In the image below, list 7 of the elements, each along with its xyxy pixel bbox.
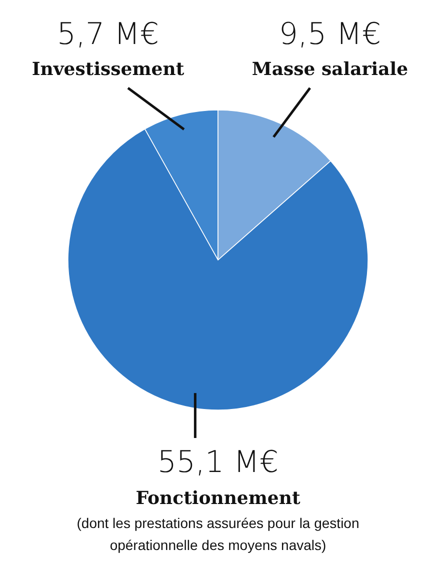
slice-label: Fonctionnement xyxy=(136,488,301,509)
text: (dont les prestations assurées pour la gestion opérationnelle des moyens navals) xyxy=(76,515,360,553)
data-label: 9,5 M€ xyxy=(278,17,382,52)
slice-label: Masse salariale xyxy=(252,59,408,80)
data-label: 55,1 M€ xyxy=(157,445,279,480)
data-label: 5,7 M€ xyxy=(56,17,160,52)
slice-label: Investissement xyxy=(32,59,185,80)
